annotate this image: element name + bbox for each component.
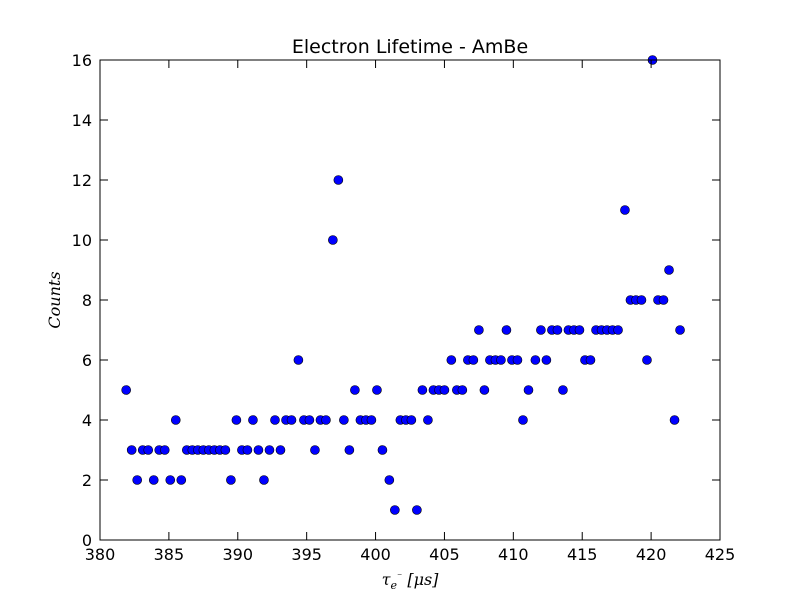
y-tick-label: 12 (72, 171, 92, 190)
data-point (457, 385, 468, 395)
data-point (248, 415, 258, 425)
chart-title: Electron Lifetime - AmBe (292, 36, 528, 58)
x-axis-label-sup: ⁻ (397, 572, 402, 583)
data-point (344, 445, 355, 455)
x-axis-label-sub: e (390, 579, 397, 592)
data-point (143, 445, 154, 455)
data-point (310, 445, 320, 455)
x-tick-label: 390 (223, 545, 254, 564)
y-tick-label: 10 (72, 231, 92, 250)
data-point (264, 445, 275, 455)
data-point (321, 415, 331, 425)
data-point (417, 385, 428, 395)
data-point (501, 325, 512, 335)
data-point (333, 175, 344, 185)
y-tick-label: 6 (82, 351, 92, 370)
data-point (558, 385, 568, 395)
y-tick-label: 16 (72, 51, 92, 70)
x-tick-label: 420 (636, 545, 667, 564)
data-point (377, 445, 388, 455)
data-point (121, 385, 131, 395)
data-point (518, 415, 528, 425)
data-point (406, 415, 417, 425)
data-point (159, 445, 170, 455)
x-tick-label: 385 (154, 545, 185, 564)
x-tick-label: 400 (360, 545, 391, 564)
data-point (439, 385, 450, 395)
data-point (293, 355, 304, 365)
data-point (259, 475, 269, 485)
data-point (636, 295, 647, 305)
data-point (275, 445, 286, 455)
data-point (479, 385, 490, 395)
data-point (339, 415, 349, 425)
data-point (148, 475, 159, 485)
data-point (170, 415, 181, 425)
data-point (541, 355, 552, 365)
data-point (390, 505, 400, 515)
data-point (286, 415, 297, 425)
data-point (132, 475, 142, 485)
x-tick-label: 415 (567, 545, 598, 564)
data-point (384, 475, 395, 485)
data-point (372, 385, 382, 395)
y-tick-label: 14 (72, 111, 92, 130)
data-point (523, 385, 534, 395)
data-point (468, 355, 479, 365)
data-point (512, 355, 523, 365)
data-point (220, 445, 231, 455)
data-point (231, 415, 242, 425)
data-point (446, 355, 457, 365)
data-point (270, 415, 280, 425)
data-point (530, 355, 541, 365)
data-point (242, 445, 253, 455)
data-point (536, 325, 546, 335)
x-tick-label: 395 (291, 545, 322, 564)
data-point (669, 415, 680, 425)
y-tick-label: 0 (82, 531, 92, 550)
data-point (552, 325, 563, 335)
x-tick-label: 425 (705, 545, 736, 564)
x-tick-label: 405 (429, 545, 460, 564)
x-axis-label: τe⁻ [μs] (382, 570, 440, 592)
data-point (165, 475, 176, 485)
data-point (176, 475, 187, 485)
y-tick-label: 4 (82, 411, 92, 430)
x-axis-label-unit: [μs] (402, 570, 439, 589)
x-tick-labels: 380 385 390 395 400 405 410 415 420 425 (85, 545, 736, 564)
data-point (585, 355, 596, 365)
data-point (642, 355, 652, 365)
data-point (423, 415, 433, 425)
data-point (412, 505, 422, 515)
data-point (126, 445, 137, 455)
axis-ticks (99, 59, 721, 541)
data-point (664, 265, 674, 275)
y-tick-label: 8 (82, 291, 92, 310)
data-point (226, 475, 236, 485)
data-point (328, 235, 338, 245)
x-tick-label: 380 (85, 545, 116, 564)
y-tick-labels: 0 2 4 6 8 10 12 14 16 (72, 51, 92, 550)
x-tick-label: 410 (498, 545, 529, 564)
data-point (366, 415, 377, 425)
data-point (350, 385, 360, 395)
data-point (620, 205, 630, 215)
data-point (496, 355, 506, 365)
y-axis-label: Counts (45, 271, 64, 328)
data-point (474, 325, 484, 335)
data-point (658, 295, 669, 305)
y-tick-label: 2 (82, 471, 92, 490)
data-point (675, 325, 685, 335)
x-axis-label-tau: τ (382, 570, 392, 589)
data-point (304, 415, 315, 425)
data-point (613, 325, 623, 335)
data-point (253, 445, 264, 455)
data-points (121, 55, 685, 515)
data-point (574, 325, 585, 335)
